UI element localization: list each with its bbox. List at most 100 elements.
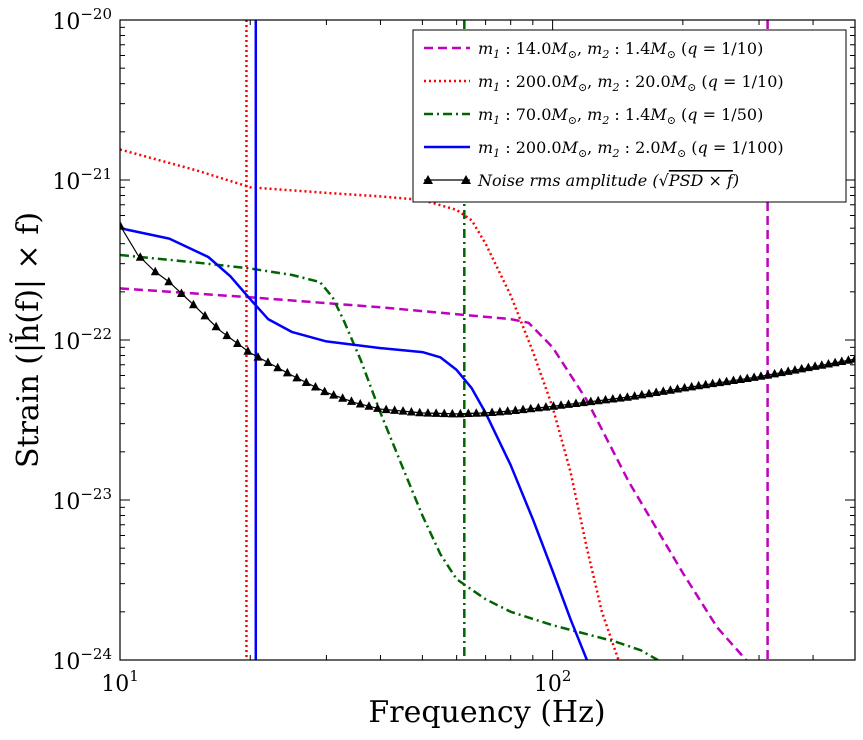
series-line-2: [120, 253, 659, 660]
noise-marker: [439, 408, 449, 418]
legend-marker-noise-left: [423, 175, 433, 184]
noise-marker: [455, 408, 465, 418]
noise-marker: [680, 382, 690, 392]
noise-marker: [608, 393, 618, 403]
noise-marker: [763, 370, 773, 379]
legend-entry-q10-light: m1 : 14.0M⊙, m2 : 1.4M⊙ (q = 1/10): [478, 39, 763, 61]
noise-marker: [487, 407, 497, 416]
noise-marker: [770, 368, 780, 378]
noise-marker: [586, 396, 596, 406]
noise-marker: [665, 385, 675, 394]
series-line-0: [120, 287, 748, 660]
noise-marker: [790, 365, 800, 374]
noise-marker: [263, 357, 273, 366]
noise-marker: [722, 376, 732, 386]
noise-marker: [756, 371, 766, 380]
noise-marker: [708, 378, 718, 388]
noise-marker: [273, 362, 283, 372]
noise-marker: [233, 338, 243, 348]
noise-marker: [338, 393, 348, 402]
noise-marker: [749, 372, 759, 381]
noise-marker: [850, 354, 855, 363]
legend-marker-noise-right: [461, 175, 471, 184]
noise-marker: [783, 366, 793, 375]
noise-marker: [364, 401, 374, 410]
noise-marker: [556, 400, 566, 409]
noise-marker: [571, 398, 581, 407]
noise-marker: [797, 363, 807, 373]
noise-marker: [622, 392, 632, 401]
series-line-3: [120, 226, 589, 660]
noise-marker: [471, 408, 481, 417]
y-tick-label-1e-23: 10−23: [52, 485, 112, 515]
noise-marker: [651, 387, 661, 397]
noise-marker: [510, 405, 520, 414]
series-line-1: [120, 148, 620, 660]
noise-marker: [176, 288, 186, 298]
noise-marker: [120, 220, 125, 229]
legend-entry-q50: m1 : 70.0M⊙, m2 : 1.4M⊙ (q = 1/50): [478, 105, 763, 127]
noise-marker: [390, 405, 400, 414]
series-line-4: [120, 225, 855, 415]
noise-marker: [673, 384, 683, 393]
noise-marker: [541, 402, 551, 411]
noise-markers-layer: [120, 220, 855, 418]
noise-marker: [310, 382, 320, 391]
y-tick-label-1e-20: 10−20: [52, 5, 112, 35]
noise-marker: [243, 346, 253, 355]
noise-marker: [320, 386, 330, 396]
noise-marker: [495, 406, 505, 416]
noise-marker: [735, 374, 745, 383]
noise-marker: [503, 406, 513, 415]
noise-marker: [211, 321, 221, 331]
noise-marker: [803, 362, 813, 372]
y-tick-label-1e-24: 10−24: [52, 645, 112, 675]
noise-marker: [479, 407, 489, 417]
noise-marker: [742, 373, 752, 382]
noise-marker: [415, 407, 425, 417]
y-tick-label-1e-21: 10−21: [52, 165, 112, 195]
noise-marker: [463, 408, 473, 418]
noise-marker: [292, 372, 302, 382]
noise-marker: [406, 406, 416, 416]
x-axis-title: Frequency (Hz): [368, 695, 605, 730]
noise-marker: [423, 408, 433, 417]
noise-marker: [135, 252, 145, 261]
noise-marker: [398, 406, 408, 415]
noise-marker: [776, 367, 786, 377]
noise-marker: [701, 379, 711, 389]
noise-marker: [282, 367, 292, 377]
noise-marker: [222, 330, 232, 340]
noise-marker: [637, 389, 647, 399]
noise-marker: [548, 401, 558, 410]
noise-marker: [694, 380, 704, 390]
noise-marker: [355, 399, 365, 408]
noise-marker: [593, 395, 603, 405]
noise-marker: [526, 403, 536, 413]
noise-marker: [630, 391, 640, 400]
y-axis-title: Strain (|h̃(f)| × f): [9, 212, 46, 468]
noise-marker: [329, 390, 339, 399]
legend-entry-q10-heavy: m1 : 200.0M⊙, m2 : 20.0M⊙ (q = 1/10): [478, 72, 784, 94]
noise-marker: [188, 299, 198, 309]
noise-marker: [687, 381, 697, 391]
noise-marker: [518, 404, 528, 414]
noise-marker: [715, 377, 725, 387]
noise-marker: [578, 397, 588, 407]
noise-marker: [373, 403, 383, 412]
noise-marker: [830, 357, 840, 367]
noise-marker: [164, 276, 174, 286]
noise-marker: [728, 375, 738, 385]
noise-marker: [431, 408, 441, 417]
legend-entry-noise: Noise rms amplitude (√PSD × f): [477, 171, 739, 190]
x-tick-label-10: 101: [101, 667, 139, 697]
noise-marker: [843, 355, 853, 364]
noise-marker: [615, 393, 625, 402]
noise-marker: [658, 386, 668, 395]
ticks-layer: [119, 19, 856, 661]
noise-marker: [253, 352, 263, 361]
noise-marker: [601, 394, 611, 404]
noise-marker: [150, 266, 160, 276]
noise-marker: [447, 408, 457, 418]
